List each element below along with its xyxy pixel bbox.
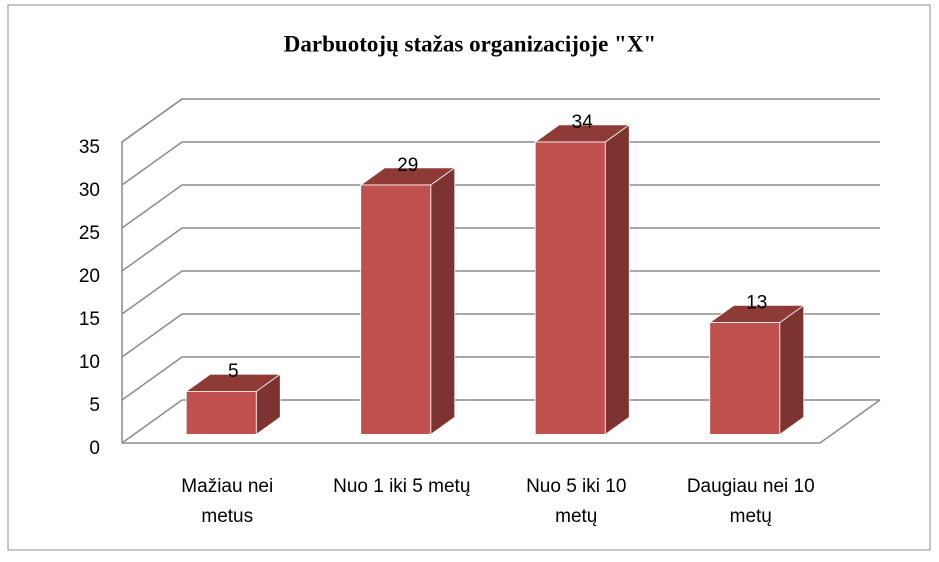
y-tick-label: 30 <box>79 180 100 201</box>
bar-side <box>430 167 456 436</box>
grid-line <box>121 399 880 444</box>
x-tick-label: Daugiau nei 10 metų <box>686 476 815 527</box>
value-label: 5 <box>228 361 239 382</box>
bar <box>534 141 606 435</box>
grid-line <box>121 356 880 401</box>
floor <box>122 399 881 444</box>
bar <box>185 390 257 435</box>
chart-title: Darbuotojų stažas organizacijoje "X" <box>284 31 656 56</box>
bar <box>360 184 432 435</box>
wall <box>121 98 183 443</box>
x-tick-label: Nuo 1 iki 5 metų <box>333 476 471 497</box>
y-tick-label: 0 <box>89 438 100 459</box>
x-tick-label: Nuo 5 iki 10 metų <box>526 476 627 527</box>
x-tick-label: Mažiau nei metus <box>181 476 274 527</box>
bar <box>709 322 781 435</box>
grid-line <box>121 184 880 229</box>
value-label: 13 <box>746 292 767 313</box>
y-tick-label: 20 <box>79 266 100 287</box>
y-tick-label: 10 <box>79 352 100 373</box>
grid-line <box>121 227 880 272</box>
y-tick-label: 15 <box>79 309 100 330</box>
y-tick-label: 25 <box>79 223 100 244</box>
bar-side <box>779 304 805 436</box>
grid-line <box>121 98 880 143</box>
grid-line <box>121 270 880 315</box>
value-label: 34 <box>572 112 594 133</box>
grid-line <box>121 313 880 358</box>
bar-side <box>604 124 630 436</box>
y-tick-label: 5 <box>89 395 100 416</box>
value-label: 29 <box>397 155 418 176</box>
chart-border <box>7 4 931 551</box>
y-tick-label: 35 <box>79 137 100 158</box>
grid-line <box>121 141 880 186</box>
